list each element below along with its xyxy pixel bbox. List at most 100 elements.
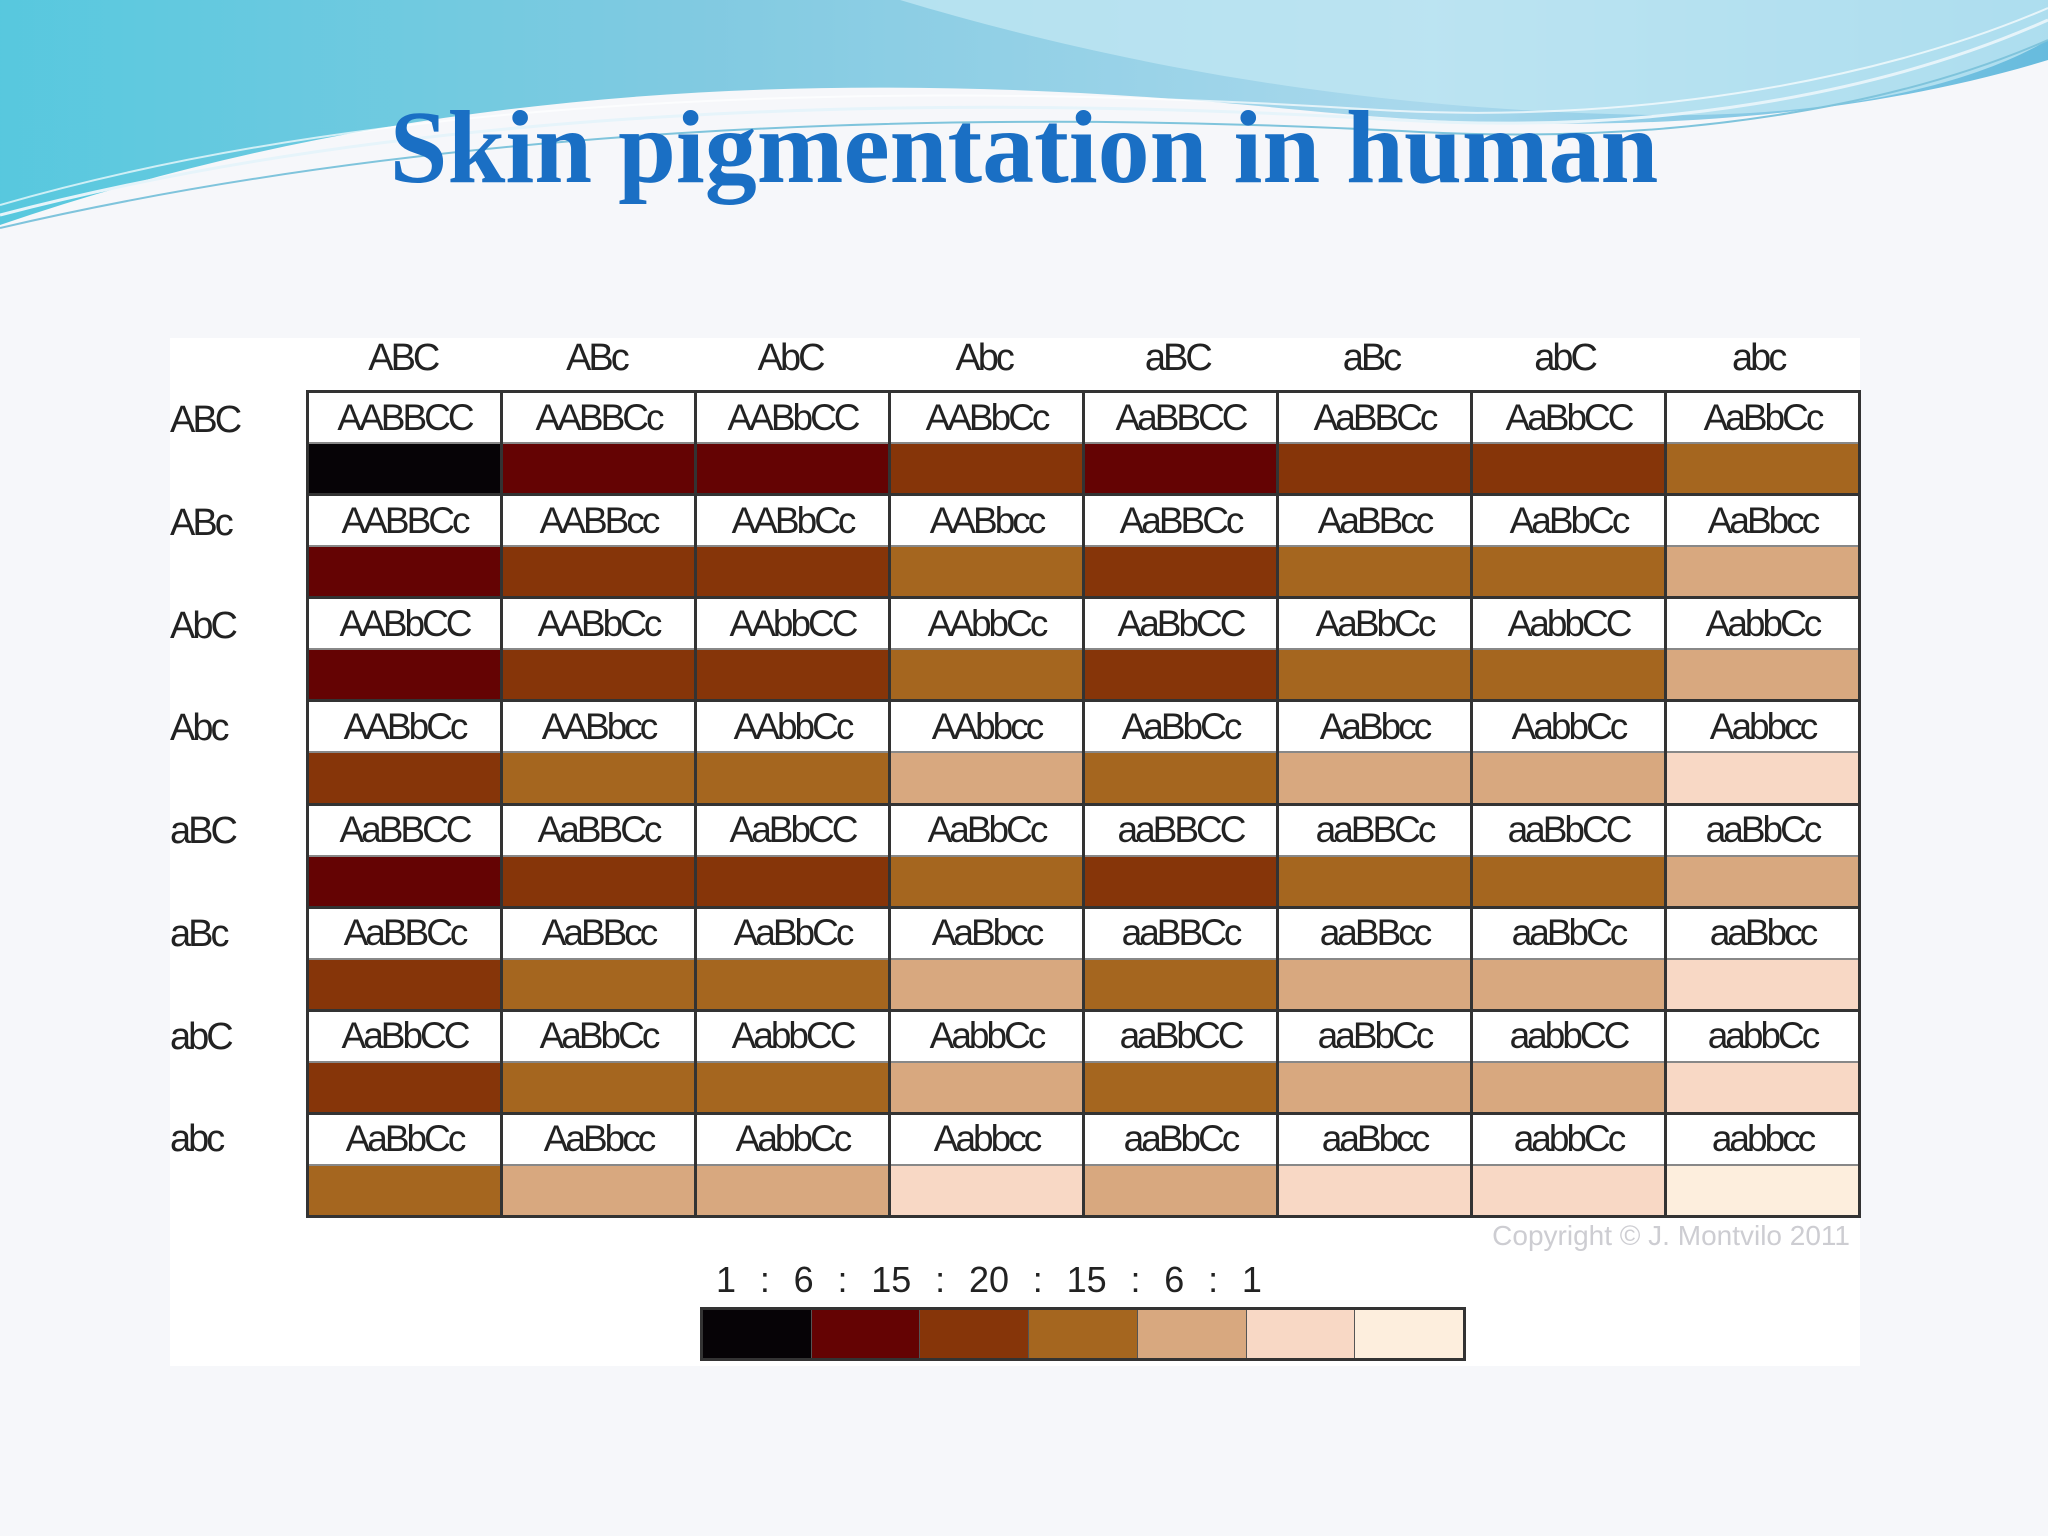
genotype-cell: AaBBCc bbox=[1085, 496, 1276, 597]
phenotype-swatch bbox=[697, 1062, 888, 1112]
genotype-cell: aaBbCC bbox=[1085, 1011, 1276, 1112]
genotype-label: AaBbCc bbox=[1667, 393, 1858, 445]
genotype-cell: AaBbCc bbox=[503, 1011, 694, 1112]
genotype-label: AABbCc bbox=[309, 702, 500, 754]
ratio-separator: : bbox=[1208, 1259, 1219, 1300]
shade-step bbox=[1137, 1310, 1247, 1358]
genotype-label: aabbCC bbox=[1473, 1011, 1664, 1063]
phenotype-swatch bbox=[1085, 444, 1276, 494]
genotype-cell: AaBbCC bbox=[697, 805, 888, 906]
genotype-label: AaBbCc bbox=[1085, 702, 1276, 754]
genotype-cell: AABbCC bbox=[697, 393, 888, 494]
genotype-cell: AaBBCc bbox=[309, 908, 500, 1009]
genotype-cell: AABBcc bbox=[503, 496, 694, 597]
genotype-cell: AaBbCc bbox=[1279, 599, 1470, 700]
phenotype-swatch bbox=[697, 444, 888, 494]
phenotype-swatch bbox=[891, 1165, 1082, 1215]
genotype-label: aaBbcc bbox=[1279, 1114, 1470, 1166]
genotype-label: AABBCC bbox=[309, 393, 500, 445]
column-header: aBc bbox=[1342, 337, 1402, 379]
phenotype-swatch bbox=[697, 959, 888, 1009]
genotype-label: aaBbCc bbox=[1473, 908, 1664, 960]
phenotype-swatch bbox=[1085, 959, 1276, 1009]
genotype-label: AaBBCc bbox=[1085, 496, 1276, 548]
genotype-label: AaBbCc bbox=[891, 805, 1082, 857]
ratio-value: 20 bbox=[968, 1259, 1009, 1300]
phenotype-swatch bbox=[1667, 959, 1858, 1009]
genotype-label: AaBbCc bbox=[1473, 496, 1664, 548]
phenotype-swatch bbox=[1279, 650, 1470, 700]
genotype-cell: AaBbCC bbox=[1473, 393, 1664, 494]
phenotype-swatch bbox=[309, 856, 500, 906]
genotype-label: aabbCc bbox=[1473, 1114, 1664, 1166]
phenotype-swatch bbox=[503, 547, 694, 597]
genotype-cell: aabbCc bbox=[1667, 1011, 1858, 1112]
ratio-value: 15 bbox=[871, 1259, 912, 1300]
genotype-label: AabbCC bbox=[697, 1011, 888, 1063]
phenotype-swatch bbox=[891, 1062, 1082, 1112]
phenotype-swatch bbox=[309, 444, 500, 494]
wave-line-1 bbox=[0, 18, 2048, 217]
shade-step bbox=[920, 1310, 1030, 1358]
genotype-cell: AAbbCc bbox=[697, 702, 888, 803]
genotype-cell: AAbbCC bbox=[697, 599, 888, 700]
phenotype-swatch bbox=[1473, 959, 1664, 1009]
genotype-label: AABBCc bbox=[309, 496, 500, 548]
ratio-separator: : bbox=[1032, 1259, 1043, 1300]
genotype-label: AaBbCc bbox=[1279, 599, 1470, 651]
phenotype-swatch bbox=[697, 650, 888, 700]
genotype-cell: AabbCc bbox=[697, 1114, 888, 1215]
row-header: AbC bbox=[170, 604, 238, 647]
genotype-cell: AABbCc bbox=[503, 599, 694, 700]
genotype-cell: AaBbcc bbox=[891, 908, 1082, 1009]
phenotype-swatch bbox=[503, 753, 694, 803]
genotype-cell: AaBbCc bbox=[697, 908, 888, 1009]
phenotype-swatch bbox=[309, 547, 500, 597]
row-header: abC bbox=[170, 1015, 234, 1058]
genotype-label: AAbbCc bbox=[697, 702, 888, 754]
phenotype-swatch bbox=[1473, 753, 1664, 803]
genotype-label: aaBBCC bbox=[1085, 805, 1276, 857]
genotype-label: aaBbCc bbox=[1085, 1114, 1276, 1166]
ratio-value: 6 bbox=[793, 1259, 814, 1300]
genotype-cell: AABbCc bbox=[891, 393, 1082, 494]
genotype-cell: AABBCc bbox=[503, 393, 694, 494]
genotype-cell: AaBbCc bbox=[309, 1114, 500, 1215]
genotype-cell: AabbCC bbox=[1473, 599, 1664, 700]
genotype-label: AaBBCc bbox=[503, 805, 694, 857]
genotype-cell: AaBbCc bbox=[1085, 702, 1276, 803]
genotype-label: aabbCc bbox=[1667, 1011, 1858, 1063]
genotype-label: aaBBcc bbox=[1279, 908, 1470, 960]
wave-line-3 bbox=[0, 7, 2048, 206]
copyright-notice: Copyright © J. Montvilo 2011 bbox=[1492, 1220, 1850, 1251]
genotype-cell: AabbCC bbox=[697, 1011, 888, 1112]
genotype-cell: AaBBCC bbox=[309, 805, 500, 906]
genotype-cell: AABBCC bbox=[309, 393, 500, 494]
phenotype-swatch bbox=[309, 1062, 500, 1112]
column-header: ABc bbox=[566, 337, 630, 379]
phenotype-swatch bbox=[1667, 547, 1858, 597]
genotype-cell: AABbcc bbox=[891, 496, 1082, 597]
genotype-cell: AabbCc bbox=[1667, 599, 1858, 700]
phenotype-swatch bbox=[309, 959, 500, 1009]
genotype-label: AaBbCc bbox=[309, 1114, 500, 1166]
phenotype-swatch bbox=[1667, 444, 1858, 494]
ratio-separator: : bbox=[1130, 1259, 1141, 1300]
phenotype-swatch bbox=[503, 1165, 694, 1215]
genotype-label: AaBbCC bbox=[697, 805, 888, 857]
ratio-value: 15 bbox=[1066, 1259, 1107, 1300]
phenotype-swatch bbox=[309, 650, 500, 700]
genotype-cell: AaBbCc bbox=[1667, 393, 1858, 494]
genotype-label: AaBbcc bbox=[891, 908, 1082, 960]
column-header: abc bbox=[1732, 337, 1787, 379]
column-header: ABC bbox=[368, 337, 440, 379]
phenotype-swatch bbox=[891, 753, 1082, 803]
phenotype-swatch bbox=[1279, 753, 1470, 803]
genotype-label: AaBbCc bbox=[503, 1011, 694, 1063]
genotype-label: aaBbCC bbox=[1473, 805, 1664, 857]
phenotype-swatch bbox=[1279, 444, 1470, 494]
phenotype-swatch bbox=[1473, 1165, 1664, 1215]
genotype-cell: aaBBCc bbox=[1085, 908, 1276, 1009]
wave-line-2 bbox=[0, 39, 2048, 229]
genotype-cell: AaBbcc bbox=[503, 1114, 694, 1215]
